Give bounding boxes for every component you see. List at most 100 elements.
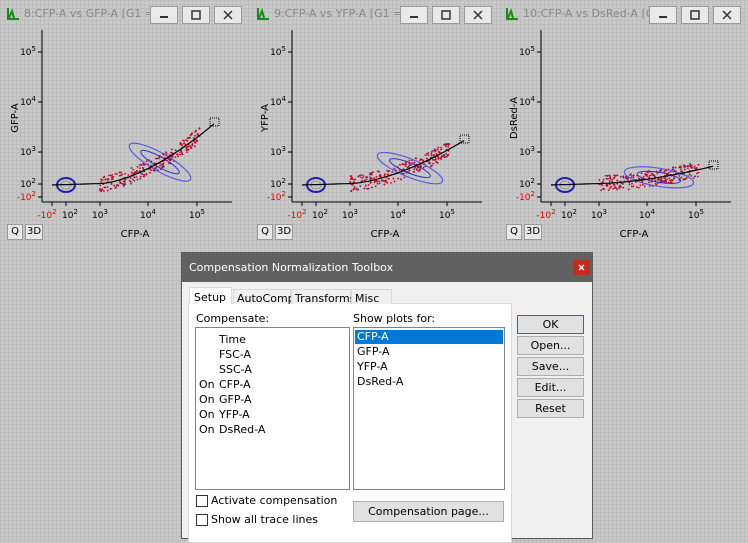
maximize-button[interactable] bbox=[182, 6, 210, 24]
y-axis-label: DsRed-A bbox=[509, 97, 520, 139]
event-dot bbox=[445, 143, 448, 146]
checkbox-label[interactable]: Activate compensation bbox=[211, 494, 338, 507]
event-dot bbox=[420, 158, 423, 161]
view-button[interactable]: 3D bbox=[524, 224, 542, 240]
view-button[interactable]: 3D bbox=[25, 224, 43, 240]
event-dot bbox=[194, 134, 197, 137]
population-contour bbox=[636, 170, 682, 184]
event-dot bbox=[435, 153, 438, 155]
tab[interactable]: Misc bbox=[351, 289, 392, 305]
event-dot bbox=[158, 157, 160, 160]
plot-item[interactable]: CFP-A bbox=[355, 330, 503, 344]
row-name[interactable]: CFP-A bbox=[219, 378, 251, 391]
row-name[interactable]: FSC-A bbox=[219, 348, 252, 361]
dialog-button[interactable]: OK bbox=[517, 315, 584, 334]
row-name[interactable]: YFP-A bbox=[219, 408, 250, 421]
tick-exp: 3 bbox=[602, 208, 606, 216]
plots-list: CFP-A GFP-A YFP-A DsRed-A bbox=[353, 327, 505, 490]
event-dot bbox=[124, 183, 127, 186]
event-dot bbox=[117, 184, 120, 187]
event-dot bbox=[103, 186, 106, 189]
view-button[interactable]: Q bbox=[506, 224, 522, 240]
tick-exp: 2 bbox=[282, 190, 286, 198]
event-dot bbox=[620, 175, 622, 178]
tab[interactable]: AutoComp bbox=[233, 289, 295, 305]
event-dot bbox=[350, 190, 352, 193]
row-name[interactable]: DsRed-A bbox=[219, 423, 266, 436]
event-dot bbox=[602, 178, 605, 181]
tick-exp: 2 bbox=[531, 177, 535, 185]
event-dot bbox=[622, 176, 625, 179]
event-dot bbox=[136, 165, 139, 168]
event-dot bbox=[376, 180, 378, 183]
event-dot bbox=[371, 171, 374, 174]
tick-label: -102 bbox=[516, 190, 535, 203]
plot-item[interactable]: DsRed-A bbox=[357, 375, 404, 388]
tick-exp: 4 bbox=[32, 95, 37, 103]
event-dot bbox=[616, 188, 619, 191]
tick-base: 10 bbox=[20, 148, 32, 158]
event-dot bbox=[171, 148, 173, 151]
tick-label: 103 bbox=[92, 208, 108, 218]
plot-item[interactable]: GFP-A bbox=[357, 345, 390, 358]
event-dot bbox=[167, 162, 170, 165]
event-dot bbox=[119, 180, 121, 183]
row-name[interactable]: GFP-A bbox=[219, 393, 252, 406]
event-dot bbox=[109, 174, 112, 177]
event-dot bbox=[432, 149, 435, 152]
maximize-button[interactable] bbox=[681, 6, 709, 24]
minimize-button[interactable] bbox=[400, 6, 428, 24]
event-dot bbox=[642, 175, 645, 178]
close-button[interactable] bbox=[214, 6, 242, 24]
tick-base: -10 bbox=[536, 211, 551, 218]
close-button[interactable] bbox=[573, 260, 590, 275]
dialog-button[interactable]: Open... bbox=[517, 336, 584, 355]
event-dot bbox=[431, 150, 433, 153]
minimize-button[interactable] bbox=[649, 6, 677, 24]
view-button[interactable]: Q bbox=[7, 224, 23, 240]
close-button[interactable] bbox=[713, 6, 741, 24]
maximize-button[interactable] bbox=[432, 6, 460, 24]
event-dot bbox=[140, 164, 143, 166]
row-name[interactable]: SSC-A bbox=[219, 363, 252, 376]
tab[interactable]: Transforms bbox=[291, 289, 355, 305]
event-dot bbox=[616, 174, 619, 177]
dialog-button[interactable]: Reset bbox=[517, 399, 584, 418]
view-button[interactable]: 3D bbox=[275, 224, 293, 240]
window-title: 8:CFP-A vs GFP-A [G1 =... bbox=[24, 7, 165, 20]
tab[interactable]: Setup bbox=[189, 287, 232, 304]
glyph bbox=[578, 264, 585, 271]
event-dot bbox=[114, 173, 117, 175]
event-dot bbox=[183, 139, 185, 142]
row-name[interactable]: Time bbox=[219, 333, 246, 346]
event-dot bbox=[386, 181, 389, 184]
button-glyph bbox=[722, 10, 732, 20]
event-dot bbox=[413, 161, 416, 164]
checkbox[interactable] bbox=[196, 495, 208, 507]
event-dot bbox=[122, 182, 124, 185]
event-dot bbox=[430, 154, 433, 157]
event-dot bbox=[439, 157, 442, 159]
close-button[interactable] bbox=[464, 6, 492, 24]
plot-window: 8:CFP-A vs GFP-A [G1 =... 105 104 103 102 -10… bbox=[0, 0, 249, 248]
glyph bbox=[441, 10, 451, 20]
event-dot bbox=[369, 173, 372, 176]
checkbox[interactable] bbox=[196, 514, 208, 526]
event-dot bbox=[678, 175, 681, 177]
view-button[interactable]: Q bbox=[257, 224, 273, 240]
tick-exp: 5 bbox=[200, 208, 204, 216]
minimize-button[interactable] bbox=[150, 6, 178, 24]
dialog-button[interactable]: Edit... bbox=[517, 378, 584, 397]
event-dot bbox=[415, 157, 418, 160]
page-button[interactable]: Compensation page... bbox=[353, 501, 504, 522]
plot-item[interactable]: YFP-A bbox=[357, 360, 388, 373]
event-dot bbox=[680, 168, 682, 171]
event-dot bbox=[142, 163, 145, 166]
checkbox-label[interactable]: Show all trace lines bbox=[211, 513, 318, 526]
event-dot bbox=[385, 176, 388, 179]
event-dot bbox=[188, 137, 191, 139]
dialog-button[interactable]: Save... bbox=[517, 357, 584, 376]
event-dot bbox=[697, 163, 700, 166]
event-dot bbox=[689, 164, 692, 166]
